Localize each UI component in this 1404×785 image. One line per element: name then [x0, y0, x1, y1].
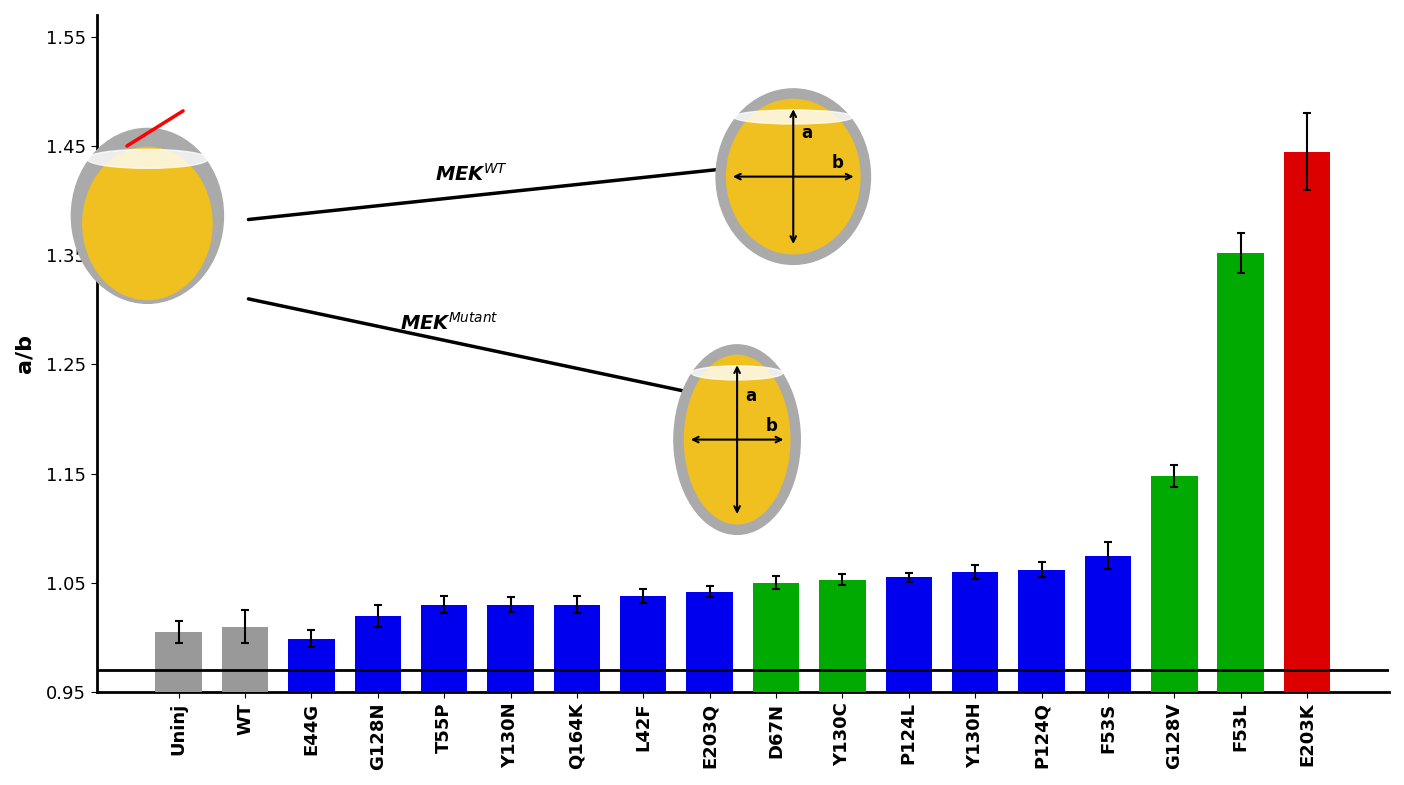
Bar [621, 596, 667, 785]
Bar [487, 604, 534, 785]
Bar [222, 626, 268, 785]
Bar [1085, 556, 1132, 785]
Ellipse shape [734, 110, 854, 124]
Text: a: a [802, 124, 813, 142]
Ellipse shape [716, 89, 870, 265]
Bar [355, 615, 402, 785]
Bar [1018, 570, 1064, 785]
Bar [1151, 476, 1198, 785]
Bar [156, 632, 202, 785]
Bar [819, 579, 866, 785]
Y-axis label: a/b: a/b [15, 334, 35, 373]
Ellipse shape [83, 148, 212, 300]
Text: b: b [765, 417, 776, 435]
Ellipse shape [685, 356, 790, 524]
Text: b: b [831, 154, 844, 172]
Ellipse shape [674, 345, 800, 535]
Bar [421, 604, 468, 785]
Ellipse shape [87, 149, 208, 168]
Bar [886, 578, 932, 785]
Bar [687, 592, 733, 785]
Bar [288, 638, 334, 785]
Ellipse shape [727, 100, 859, 254]
Text: a: a [746, 387, 757, 405]
Text: MEK$^{Mutant}$: MEK$^{Mutant}$ [400, 312, 498, 334]
Bar [553, 604, 600, 785]
Bar [753, 583, 799, 785]
Bar [952, 572, 998, 785]
Ellipse shape [72, 129, 223, 303]
Bar [1283, 152, 1330, 785]
Ellipse shape [692, 366, 783, 380]
Text: MEK$^{WT}$: MEK$^{WT}$ [435, 162, 508, 184]
Bar [1217, 253, 1264, 785]
